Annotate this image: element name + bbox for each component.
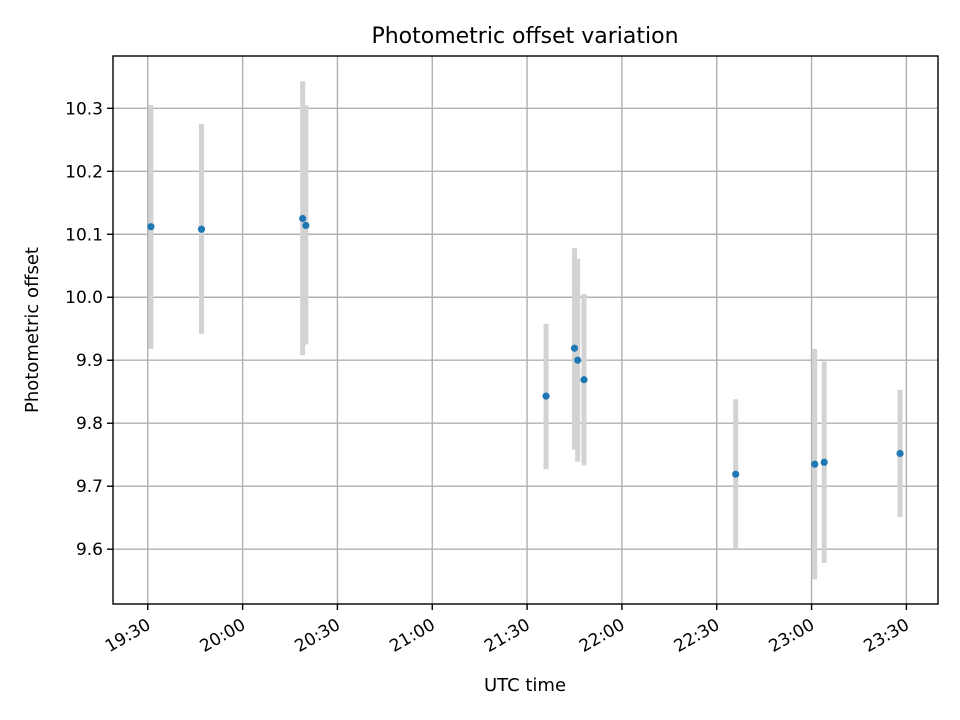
x-axis-label: UTC time (484, 675, 566, 696)
data-point (820, 458, 828, 466)
y-tick-label: 10.0 (65, 288, 103, 308)
x-tick-label: 23:30 (860, 615, 912, 657)
data-point (147, 223, 155, 231)
y-tick-label: 10.2 (65, 162, 103, 182)
y-tick-label: 10.3 (65, 99, 103, 119)
data-point (896, 449, 904, 458)
y-tick-label: 9.6 (76, 540, 103, 560)
x-tick-label: 22:00 (576, 615, 628, 657)
x-tick-label: 20:00 (197, 615, 249, 657)
data-point (542, 392, 550, 400)
data-point (580, 376, 588, 384)
y-tick-label: 9.7 (76, 477, 103, 497)
y-tick-label: 9.9 (76, 351, 103, 371)
y-axis: 9.6 9.7 9.8 9.9 10.0 10.1 10.2 10.3 (65, 99, 113, 560)
y-tick-label: 10.1 (65, 225, 103, 245)
data-point (732, 470, 740, 478)
error-bars (148, 81, 903, 580)
y-tick-label: 9.8 (76, 414, 103, 434)
x-tick-label: 23:00 (766, 615, 818, 657)
x-tick-label: 21:00 (386, 615, 438, 657)
data-point (811, 460, 819, 468)
data-points (147, 214, 904, 478)
y-axis-label: Photometric offset (22, 247, 43, 413)
data-point (302, 221, 310, 230)
x-tick-label: 20:30 (291, 615, 343, 657)
data-point (570, 344, 579, 352)
x-tick-label: 21:30 (481, 615, 533, 657)
x-axis: 19:30 20:00 20:30 21:00 21:30 22:00 22:30 23:00… (102, 604, 913, 657)
grid-lines (113, 56, 938, 604)
plot-frame (112, 55, 939, 605)
data-point (574, 356, 582, 364)
x-tick-label: 22:30 (671, 615, 723, 657)
data-point (197, 225, 206, 233)
data-point (299, 214, 307, 223)
x-tick-label: 19:30 (102, 615, 154, 657)
chart-title: Photometric offset variation (371, 24, 678, 49)
